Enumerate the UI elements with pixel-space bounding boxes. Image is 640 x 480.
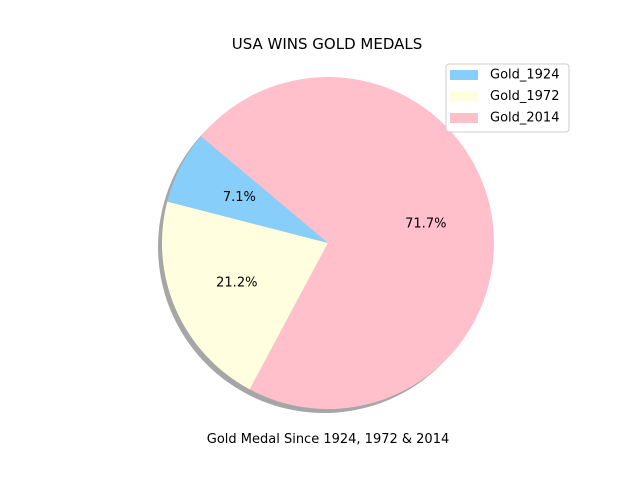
- legend-swatch-gold-1972: [450, 91, 478, 102]
- slice-label-gold-2014: 71.7%: [405, 217, 446, 232]
- pie-percentage-labels: 7.1% 21.2% 71.7%: [216, 190, 446, 291]
- pie-slice-gold-2014: [200, 77, 495, 410]
- slice-label-gold-1972: 21.2%: [216, 276, 257, 291]
- pie-slice-gold-1924: [167, 136, 328, 243]
- x-axis-label: Gold Medal Since 1924, 1972 & 2014: [207, 432, 450, 447]
- legend: Gold_1924 Gold_1972 Gold_2014: [445, 63, 570, 133]
- pie-slice-gold-1972: [161, 201, 328, 390]
- legend-swatch-gold-2014: [450, 113, 478, 123]
- legend-items: Gold_1924 Gold_1972 Gold_2014: [450, 68, 559, 126]
- chart-title: USA WINS GOLD MEDALS: [232, 35, 423, 53]
- pie-slices: [161, 77, 495, 410]
- legend-label-gold-1972: Gold_1972: [490, 89, 559, 104]
- slice-label-gold-1924: 7.1%: [223, 190, 256, 205]
- legend-label-gold-2014: Gold_2014: [490, 111, 559, 126]
- legend-label-gold-1924: Gold_1924: [490, 68, 559, 83]
- legend-swatch-gold-1924: [450, 70, 478, 80]
